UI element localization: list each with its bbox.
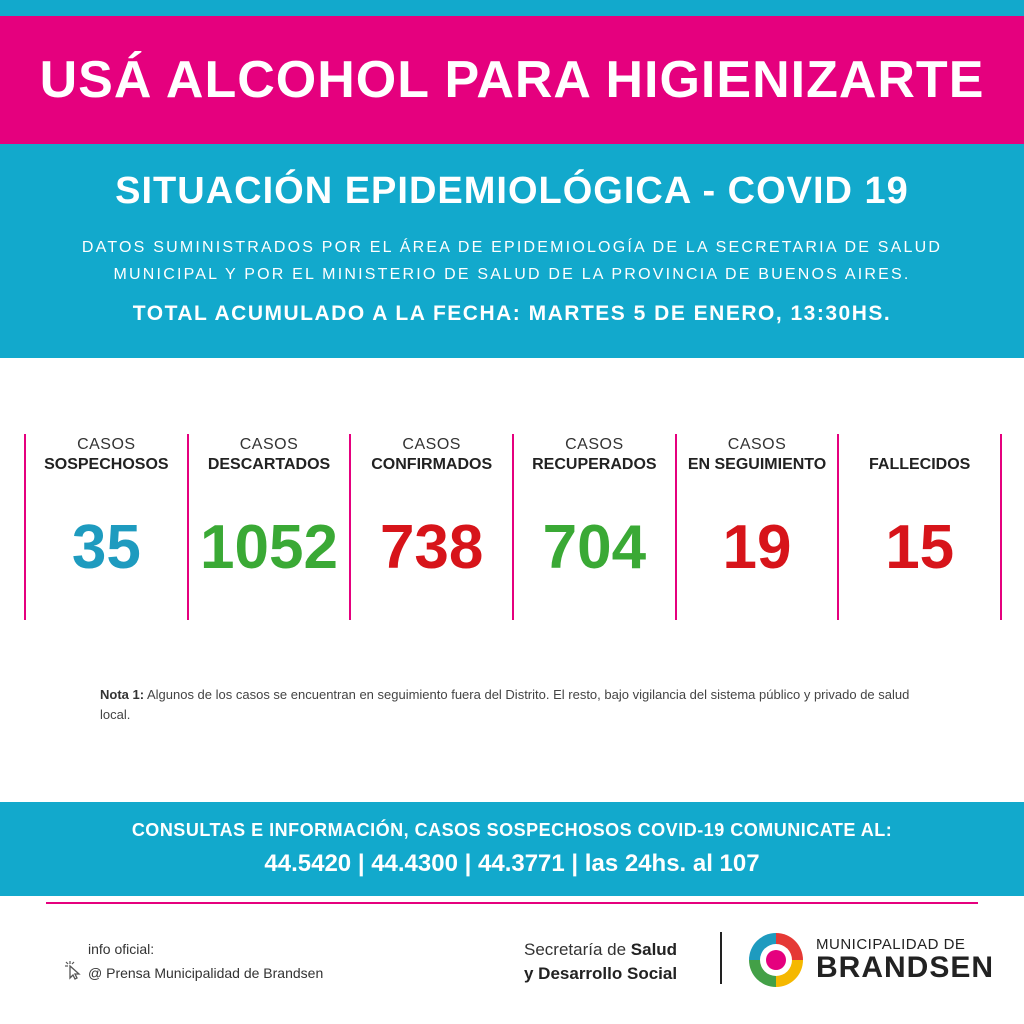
- footer-divider: [46, 902, 978, 904]
- stat-sospechosos: CASOS SOSPECHOSOS 35: [24, 434, 187, 620]
- stat-en-seguimiento: CASOS EN SEGUIMIENTO 19: [674, 434, 838, 620]
- municipality-logo-icon: [746, 930, 806, 990]
- stat-value: 15: [885, 513, 955, 582]
- source-line-1: DATOS SUMINISTRADOS POR EL ÁREA DE EPIDE…: [81, 239, 943, 256]
- stat-label-main: DESCARTADOS: [207, 456, 331, 473]
- note-label: Nota 1:: [100, 687, 145, 702]
- stat-value: 19: [722, 513, 792, 582]
- stat-label-main: SOSPECHOSOS: [44, 456, 169, 473]
- secretaria-credit: Secretaría de Salud y Desarrollo Social: [524, 938, 677, 986]
- stat-label-top: CASOS: [565, 436, 624, 453]
- stat-value: 1052: [200, 513, 338, 582]
- footer-separator: [720, 932, 722, 984]
- stat-value: 704: [542, 513, 647, 582]
- note: Nota 1: Algunos de los casos se encuentr…: [100, 685, 920, 725]
- stat-value: 35: [71, 513, 141, 582]
- info-title: info oficial:: [88, 941, 155, 957]
- contact-phones: 44.5420 | 44.4300 | 44.3771 | las 24hs. …: [264, 850, 760, 877]
- stat-label-top: CASOS: [402, 436, 461, 453]
- stat-label-main: CONFIRMADOS: [371, 456, 493, 473]
- info-oficial: info oficial: @ Prensa Municipalidad de …: [64, 938, 323, 985]
- source-text: DATOS SUMINISTRADOS POR EL ÁREA DE EPIDE…: [0, 234, 1024, 288]
- muni-line-2: BRANDSEN: [816, 951, 995, 984]
- stat-fallecidos: FALLECIDOS 15: [837, 434, 1003, 620]
- stat-confirmados: CASOS CONFIRMADOS 738: [349, 434, 512, 620]
- source-line-2: MUNICIPAL Y POR EL MINISTERIO DE SALUD D…: [113, 266, 911, 283]
- situation-title: SITUACIÓN EPIDEMIOLÓGICA - COVID 19: [115, 170, 909, 212]
- banner-title: USÁ ALCOHOL PARA HIGIENIZARTE: [39, 51, 985, 109]
- sec-prefix: Secretaría de: [524, 940, 631, 959]
- contact-heading: CONSULTAS E INFORMACIÓN, CASOS SOSPECHOS…: [131, 820, 893, 840]
- stat-label-top: CASOS: [727, 436, 787, 453]
- stat-label-main: EN SEGUIMIENTO: [687, 456, 827, 473]
- sec-bold: Salud: [630, 940, 678, 959]
- stat-label-main: FALLECIDOS: [869, 456, 971, 473]
- note-text: Algunos de los casos se encuentran en se…: [100, 687, 910, 722]
- top-strip: [0, 0, 1024, 16]
- stat-descartados: CASOS DESCARTADOS 1052: [186, 434, 350, 620]
- cursor-click-icon: [64, 960, 88, 985]
- sec-line-2: y Desarrollo Social: [524, 964, 678, 983]
- pink-banner: USÁ ALCOHOL PARA HIGIENIZARTE: [0, 16, 1024, 144]
- info-handle: @ Prensa Municipalidad de Brandsen: [88, 964, 324, 981]
- date-line: TOTAL ACUMULADO A LA FECHA: MARTES 5 DE …: [132, 302, 892, 325]
- stat-recuperados: CASOS RECUPERADOS 704: [512, 434, 675, 620]
- stats-row: CASOS SOSPECHOSOS 35 CASOS DESCARTADOS 1…: [24, 434, 1003, 620]
- stat-label-top: CASOS: [77, 436, 136, 453]
- muni-line-1: MUNICIPALIDAD DE: [816, 936, 966, 953]
- stat-value: 738: [379, 513, 484, 582]
- stat-label-top: CASOS: [239, 436, 299, 453]
- contact-panel: CONSULTAS E INFORMACIÓN, CASOS SOSPECHOS…: [0, 802, 1024, 896]
- situation-panel: SITUACIÓN EPIDEMIOLÓGICA - COVID 19 DATO…: [0, 144, 1024, 358]
- municipality-name: MUNICIPALIDAD DE BRANDSEN: [816, 936, 994, 983]
- stat-label-main: RECUPERADOS: [532, 456, 657, 473]
